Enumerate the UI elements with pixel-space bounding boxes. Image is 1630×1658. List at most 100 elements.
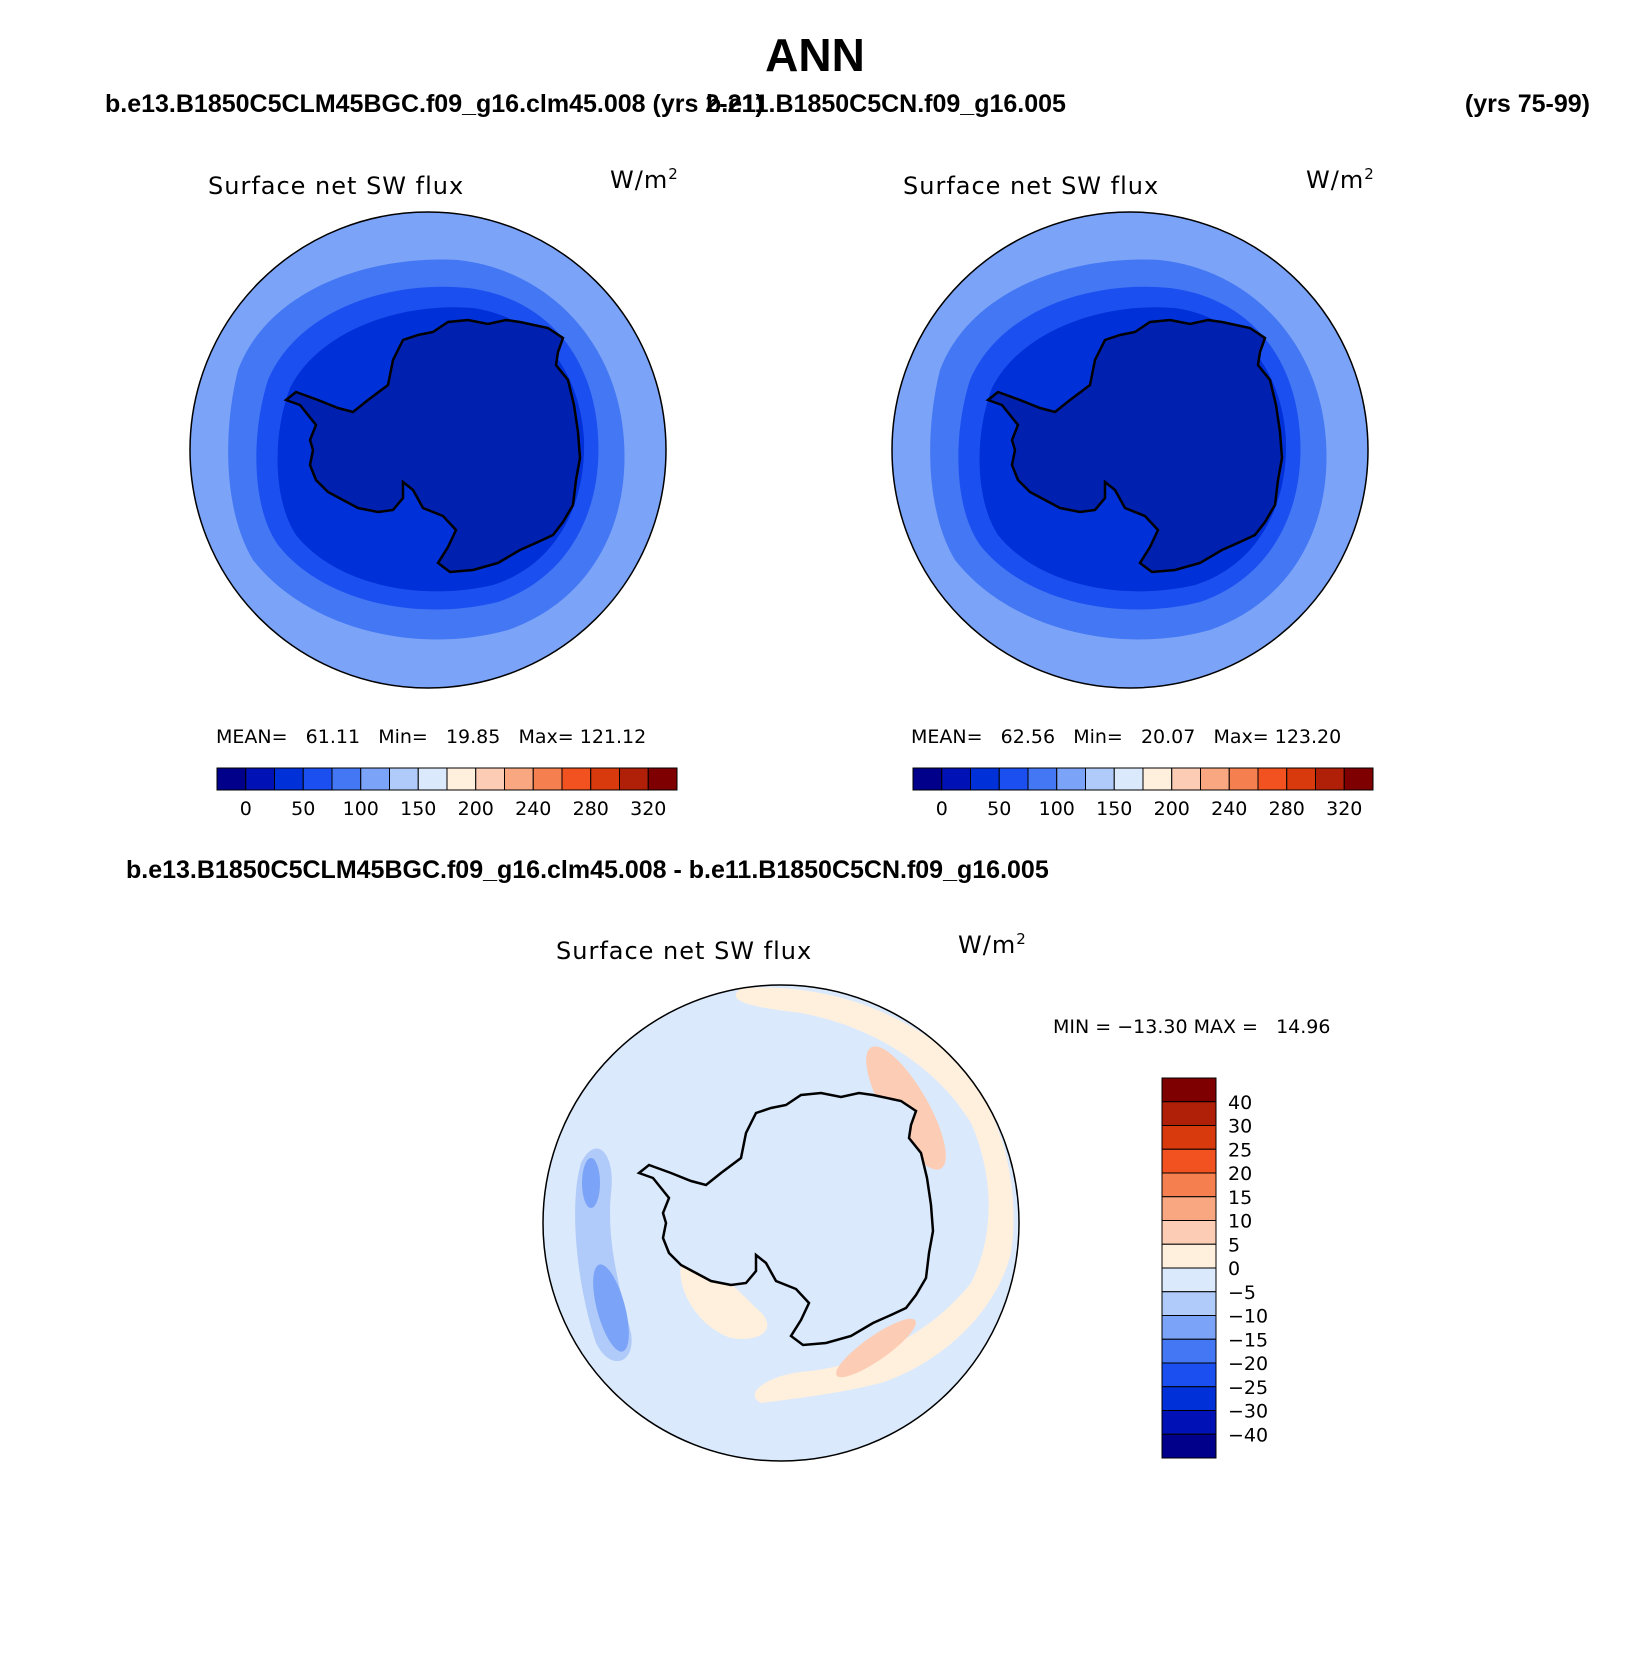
colorbar-box <box>1113 767 1144 791</box>
panel2-variable: Surface net SW flux <box>903 172 1160 200</box>
colorbar-box <box>1200 767 1230 791</box>
panel3-min: −13.30 <box>1117 1016 1188 1038</box>
colorbar-box <box>1257 767 1288 791</box>
colorbar-box <box>417 767 448 791</box>
case2-years: (yrs 75-99) <box>1464 90 1590 118</box>
colorbar-box <box>1161 1338 1217 1364</box>
colorbar-box <box>475 767 505 791</box>
panel2-min: 20.07 <box>1140 726 1196 748</box>
colorbar-box <box>912 767 943 791</box>
colorbar-label: 0 <box>936 798 948 820</box>
panel1-stats: MEAN= 61.11 Min= 19.85 Max= 121.12 <box>216 726 646 748</box>
colorbar-box <box>1161 1386 1217 1411</box>
colorbar-label: 25 <box>1228 1139 1252 1161</box>
colorbar-box <box>446 767 477 791</box>
colorbar-label: −40 <box>1228 1424 1268 1446</box>
colorbar-label: 5 <box>1228 1234 1240 1256</box>
difference-title: b.e13.B1850C5CLM45BGC.f09_g16.clm45.008 … <box>126 856 1049 884</box>
colorbar-box <box>1315 767 1345 791</box>
colorbar-label: 240 <box>1211 798 1247 820</box>
colorbar-label: 100 <box>1039 798 1075 820</box>
colorbar-box <box>1161 1315 1217 1340</box>
colorbar-label: 10 <box>1228 1211 1252 1233</box>
colorbar-label: 320 <box>1326 798 1362 820</box>
colorbar-box <box>970 767 1000 791</box>
colorbar-box <box>302 767 333 791</box>
panel1-map <box>189 211 667 689</box>
panel1-mean-label: MEAN= <box>216 726 288 748</box>
colorbar-box <box>1056 767 1086 791</box>
colorbar-label: 30 <box>1228 1116 1252 1138</box>
colorbar-box <box>504 767 534 791</box>
colorbar-box <box>1161 1410 1217 1435</box>
colorbar-box <box>1161 1362 1217 1388</box>
colorbar-label: 15 <box>1228 1187 1252 1209</box>
colorbar-box <box>1161 1077 1217 1103</box>
colorbar-label: 150 <box>1096 798 1132 820</box>
colorbar-box <box>1161 1148 1217 1174</box>
colorbar-label: 100 <box>343 798 379 820</box>
colorbar-box <box>1161 1433 1217 1459</box>
colorbar-box <box>274 767 304 791</box>
colorbar-box <box>331 767 362 791</box>
colorbar-box <box>1142 767 1173 791</box>
panel1-unit: W/m2 <box>610 165 679 194</box>
panel2-mean-label: MEAN= <box>911 726 983 748</box>
panel2-map <box>891 211 1369 689</box>
colorbar-box <box>1161 1125 1217 1150</box>
colorbar-label: 0 <box>240 798 252 820</box>
panel2-max-label: Max= <box>1213 726 1269 748</box>
panel2-max: 123.20 <box>1274 726 1342 748</box>
panel3-max: 14.96 <box>1276 1016 1331 1038</box>
colorbar-box <box>389 767 419 791</box>
panel1-min: 19.85 <box>445 726 501 748</box>
colorbar-box <box>1286 767 1316 791</box>
colorbar-box <box>998 767 1029 791</box>
case2-name: b.e11.B1850C5CN.f09_g16.005 <box>706 90 1066 118</box>
colorbar-box <box>360 767 390 791</box>
panel3-stats: MIN = −13.30 MAX = 14.96 <box>1053 1016 1331 1038</box>
colorbar-box <box>532 767 563 791</box>
panel1-colorbar: 0 50 100 150 200 240 280 320 <box>216 767 678 820</box>
panel1-min-label: Min= <box>378 726 428 748</box>
colorbar-box <box>1027 767 1058 791</box>
panel3-min-label: MIN = <box>1053 1016 1112 1038</box>
case1-years: (yrs 2-21) <box>652 90 764 118</box>
figure-title: ANN <box>765 29 865 81</box>
panel2-unit: W/m2 <box>1306 165 1375 194</box>
colorbar-label: 240 <box>515 798 551 820</box>
case1-name: b.e13.B1850C5CLM45BGC.f09_g16.clm45.008 <box>105 90 646 118</box>
colorbar-label: 150 <box>400 798 436 820</box>
colorbar-label: 0 <box>1228 1258 1240 1280</box>
colorbar-box <box>1161 1291 1217 1316</box>
panel3-unit: W/m2 <box>958 930 1027 959</box>
colorbar-label: −30 <box>1228 1401 1268 1423</box>
panel2-colorbar: 0 50 100 150 200 240 280 320 <box>912 767 1374 820</box>
colorbar-box <box>216 767 247 791</box>
colorbar-label: 200 <box>458 798 494 820</box>
panel1-mean: 61.11 <box>305 726 361 748</box>
colorbar-box <box>1343 767 1374 791</box>
panel1-max: 121.12 <box>579 726 647 748</box>
colorbar-box <box>1161 1172 1217 1198</box>
colorbar-box <box>561 767 592 791</box>
panel1-max-label: Max= <box>518 726 574 748</box>
colorbar-box <box>1228 767 1259 791</box>
colorbar-box <box>1161 1243 1217 1269</box>
colorbar-box <box>1171 767 1201 791</box>
colorbar-box <box>941 767 971 791</box>
colorbar-label: −20 <box>1228 1353 1268 1375</box>
colorbar-box <box>1161 1220 1217 1245</box>
colorbar-label: 320 <box>630 798 666 820</box>
case1-title: b.e13.B1850C5CLM45BGC.f09_g16.clm45.008 … <box>105 90 764 119</box>
colorbar-label: 50 <box>987 798 1011 820</box>
colorbar-label: 40 <box>1228 1092 1252 1114</box>
panel3-map <box>542 984 1020 1462</box>
colorbar-label: 280 <box>1269 798 1305 820</box>
colorbar-box <box>1161 1267 1217 1293</box>
colorbar-label: 50 <box>291 798 315 820</box>
colorbar-label: −25 <box>1228 1377 1268 1399</box>
panel2-min-label: Min= <box>1073 726 1123 748</box>
panel2-stats: MEAN= 62.56 Min= 20.07 Max= 123.20 <box>911 726 1341 748</box>
